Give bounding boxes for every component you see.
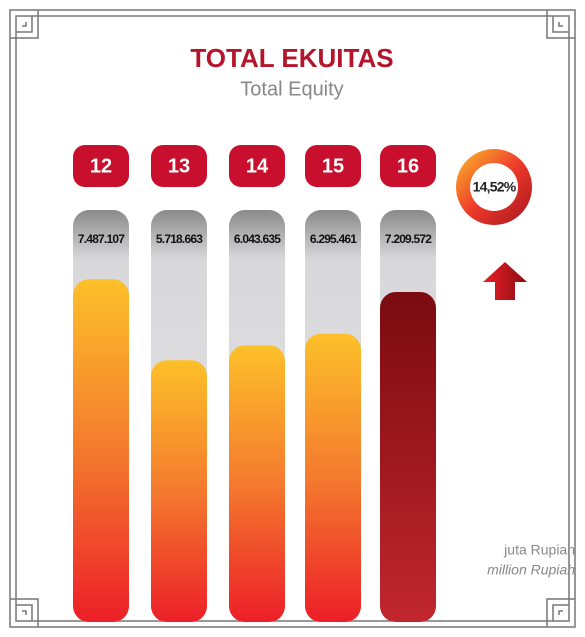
bar [380,292,436,622]
x-tick-label: 14 [246,155,269,177]
unit-label: juta Rupiah [503,542,575,558]
value-label: 6.043.635 [234,232,281,246]
value-label: 6.295.461 [310,232,357,246]
bar [229,345,285,622]
bar [151,360,207,622]
growth-arrow [483,262,527,300]
x-tick-label: 13 [168,155,190,177]
value-label: 5.718.663 [156,232,203,246]
bar [73,279,129,622]
x-tick-label: 15 [322,155,344,177]
chart-title: TOTAL EKUITAS [190,43,393,73]
value-label: 7.209.572 [385,232,432,246]
unit-label-en: million Rupiah [487,562,575,578]
value-label: 7.487.107 [78,232,125,246]
x-tick-label: 16 [397,155,419,177]
bar [305,334,361,622]
x-tick-label: 12 [90,155,112,177]
chart: TOTAL EKUITAS Total Equity 14,52% juta R… [0,0,585,637]
chart-subtitle: Total Equity [240,78,343,100]
growth-label: 14,52% [473,179,517,195]
